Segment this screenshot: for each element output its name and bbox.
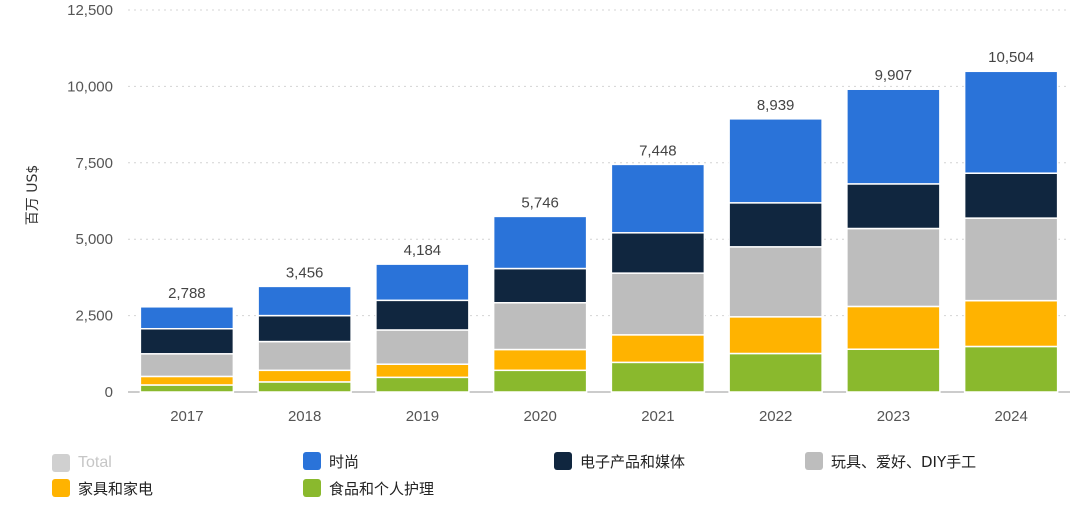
bar-segment[interactable] xyxy=(139,327,235,355)
y-tick-label: 5,000 xyxy=(75,231,113,248)
y-axis-label: 百万 US$ xyxy=(25,165,41,226)
legend-swatch-fashion xyxy=(303,452,321,470)
bar-segment[interactable] xyxy=(728,118,823,204)
bar-segment[interactable] xyxy=(846,227,941,308)
bar-segment[interactable] xyxy=(728,246,823,318)
legend-label: 时尚 xyxy=(329,452,360,471)
total-label: 3,456 xyxy=(286,264,324,281)
bar-segment[interactable] xyxy=(375,329,470,365)
bar-segment[interactable] xyxy=(963,345,1059,393)
bar-segment[interactable] xyxy=(492,348,588,372)
bar-segment[interactable] xyxy=(492,215,588,270)
bar-segment[interactable] xyxy=(257,369,352,383)
x-tick-label: 2017 xyxy=(170,408,203,425)
bar-segment[interactable] xyxy=(375,299,470,331)
total-label: 5,746 xyxy=(521,194,559,211)
bar-segment[interactable] xyxy=(610,272,706,336)
y-tick-label: 7,500 xyxy=(75,155,113,172)
x-axis-ticks: 2017 2018 2019 2020 2021 2022 2023 2024 xyxy=(170,408,1028,425)
bar-segment[interactable] xyxy=(492,369,588,393)
legend-swatch-electronics xyxy=(554,452,572,470)
legend: Total 时尚 电子产品和媒体 玩具、爱好、DIY手工 家具和家电 食品和个人… xyxy=(0,448,1080,508)
bar-segment[interactable] xyxy=(610,334,706,364)
x-tick-label: 2024 xyxy=(994,408,1027,425)
total-label: 10,504 xyxy=(988,49,1034,66)
bar-segment[interactable] xyxy=(139,375,235,386)
bar-segment[interactable] xyxy=(728,202,823,248)
legend-label: 食品和个人护理 xyxy=(329,479,435,498)
bar-segment[interactable] xyxy=(963,70,1059,174)
legend-label: Total xyxy=(78,454,112,471)
bar-segment[interactable] xyxy=(492,267,588,304)
bar-segment[interactable] xyxy=(375,376,470,393)
x-tick-label: 2023 xyxy=(877,408,910,425)
total-label: 9,907 xyxy=(875,67,913,84)
bar-segment[interactable] xyxy=(375,263,470,302)
total-label: 8,939 xyxy=(757,97,795,114)
x-tick-label: 2021 xyxy=(641,408,674,425)
bar-segment[interactable] xyxy=(257,285,352,317)
y-axis-ticks: 0 2,500 5,000 7,500 10,000 12,500 xyxy=(67,2,113,401)
legend-swatch-food xyxy=(303,479,321,497)
total-labels: 2,788 3,456 4,184 5,746 7,448 8,939 9,907 10,50… xyxy=(168,49,1034,302)
bar-segment[interactable] xyxy=(963,299,1059,348)
bar-segment[interactable] xyxy=(492,302,588,351)
total-label: 2,788 xyxy=(168,285,206,302)
legend-item-electronics[interactable]: 电子产品和媒体 xyxy=(554,450,685,472)
legend-swatch-total xyxy=(52,454,70,472)
bar-segment[interactable] xyxy=(610,232,706,274)
bar-segment[interactable] xyxy=(846,348,941,393)
legend-label: 电子产品和媒体 xyxy=(580,452,686,471)
legend-item-furniture[interactable]: 家具和家电 xyxy=(52,477,153,499)
bar-segment[interactable] xyxy=(728,352,823,393)
bar-segment[interactable] xyxy=(139,353,235,378)
y-tick-label: 12,500 xyxy=(67,2,113,19)
legend-item-fashion[interactable]: 时尚 xyxy=(303,450,359,472)
x-tick-label: 2022 xyxy=(759,408,792,425)
bar-segment[interactable] xyxy=(375,363,470,379)
x-tick-label: 2018 xyxy=(288,408,321,425)
total-label: 4,184 xyxy=(404,242,442,259)
legend-label: 玩具、爱好、DIY手工 xyxy=(831,452,977,471)
bar-segment[interactable] xyxy=(257,381,352,393)
bar-segment[interactable] xyxy=(139,384,235,393)
x-tick-label: 2020 xyxy=(523,408,556,425)
legend-swatch-toys xyxy=(805,452,823,470)
bar-segment[interactable] xyxy=(728,316,823,355)
bar-segment[interactable] xyxy=(846,88,941,185)
bar-segment[interactable] xyxy=(257,314,352,343)
bar-segment[interactable] xyxy=(257,340,352,372)
y-tick-label: 0 xyxy=(105,384,113,401)
y-tick-label: 10,000 xyxy=(67,78,113,95)
bars xyxy=(139,70,1059,393)
bar-segment[interactable] xyxy=(963,217,1059,302)
bar-segment[interactable] xyxy=(846,305,941,350)
bar-segment[interactable] xyxy=(610,361,706,393)
total-label: 7,448 xyxy=(639,142,677,159)
y-tick-label: 2,500 xyxy=(75,308,113,325)
legend-item-food[interactable]: 食品和个人护理 xyxy=(303,477,434,499)
legend-item-total[interactable]: Total xyxy=(52,452,112,474)
legend-label: 家具和家电 xyxy=(78,479,154,498)
bar-segment[interactable] xyxy=(963,172,1059,219)
legend-swatch-furniture xyxy=(52,479,70,497)
bar-segment[interactable] xyxy=(610,163,706,234)
x-tick-label: 2019 xyxy=(406,408,439,425)
legend-item-toys[interactable]: 玩具、爱好、DIY手工 xyxy=(805,450,976,472)
bar-segment[interactable] xyxy=(139,306,235,330)
bar-segment[interactable] xyxy=(846,183,941,230)
stacked-bar-chart: 0 2,500 5,000 7,500 10,000 12,500 百万 US$ 2,78… xyxy=(25,2,1070,425)
